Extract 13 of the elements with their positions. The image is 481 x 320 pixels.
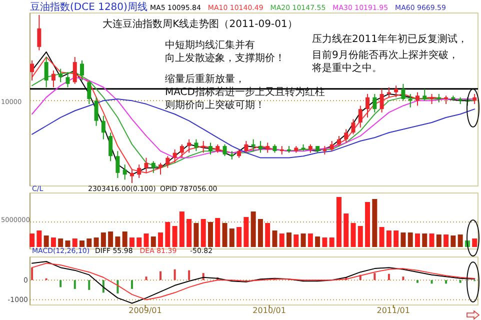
annotation: 将是重中之中。	[311, 62, 382, 74]
x-tick-label: 2009/01	[128, 306, 162, 315]
annotation: 则期价向上突破可期！	[165, 99, 265, 111]
annotation: 向上发散迹象，支撑期价！	[165, 52, 285, 64]
x-tick-label: 2011/01	[376, 306, 410, 315]
x-tick-label: 2010/01	[252, 306, 286, 315]
annotation: 中短期均线汇集并有	[165, 39, 255, 51]
chart-title: 大连豆油指数周K线走势图（2011-09-01）	[102, 18, 298, 30]
annotation: MACD指标若进一步上又且转为红柱	[165, 86, 325, 98]
annotation: 缩量后重新放量，	[165, 73, 245, 85]
annotation: 目前9月份能否再次上探并突破，	[312, 49, 458, 61]
text: 豆油指数(DCE 1280)周线	[30, 1, 148, 13]
annotation: 压力线在2011年年初已反复测试，	[312, 33, 468, 45]
